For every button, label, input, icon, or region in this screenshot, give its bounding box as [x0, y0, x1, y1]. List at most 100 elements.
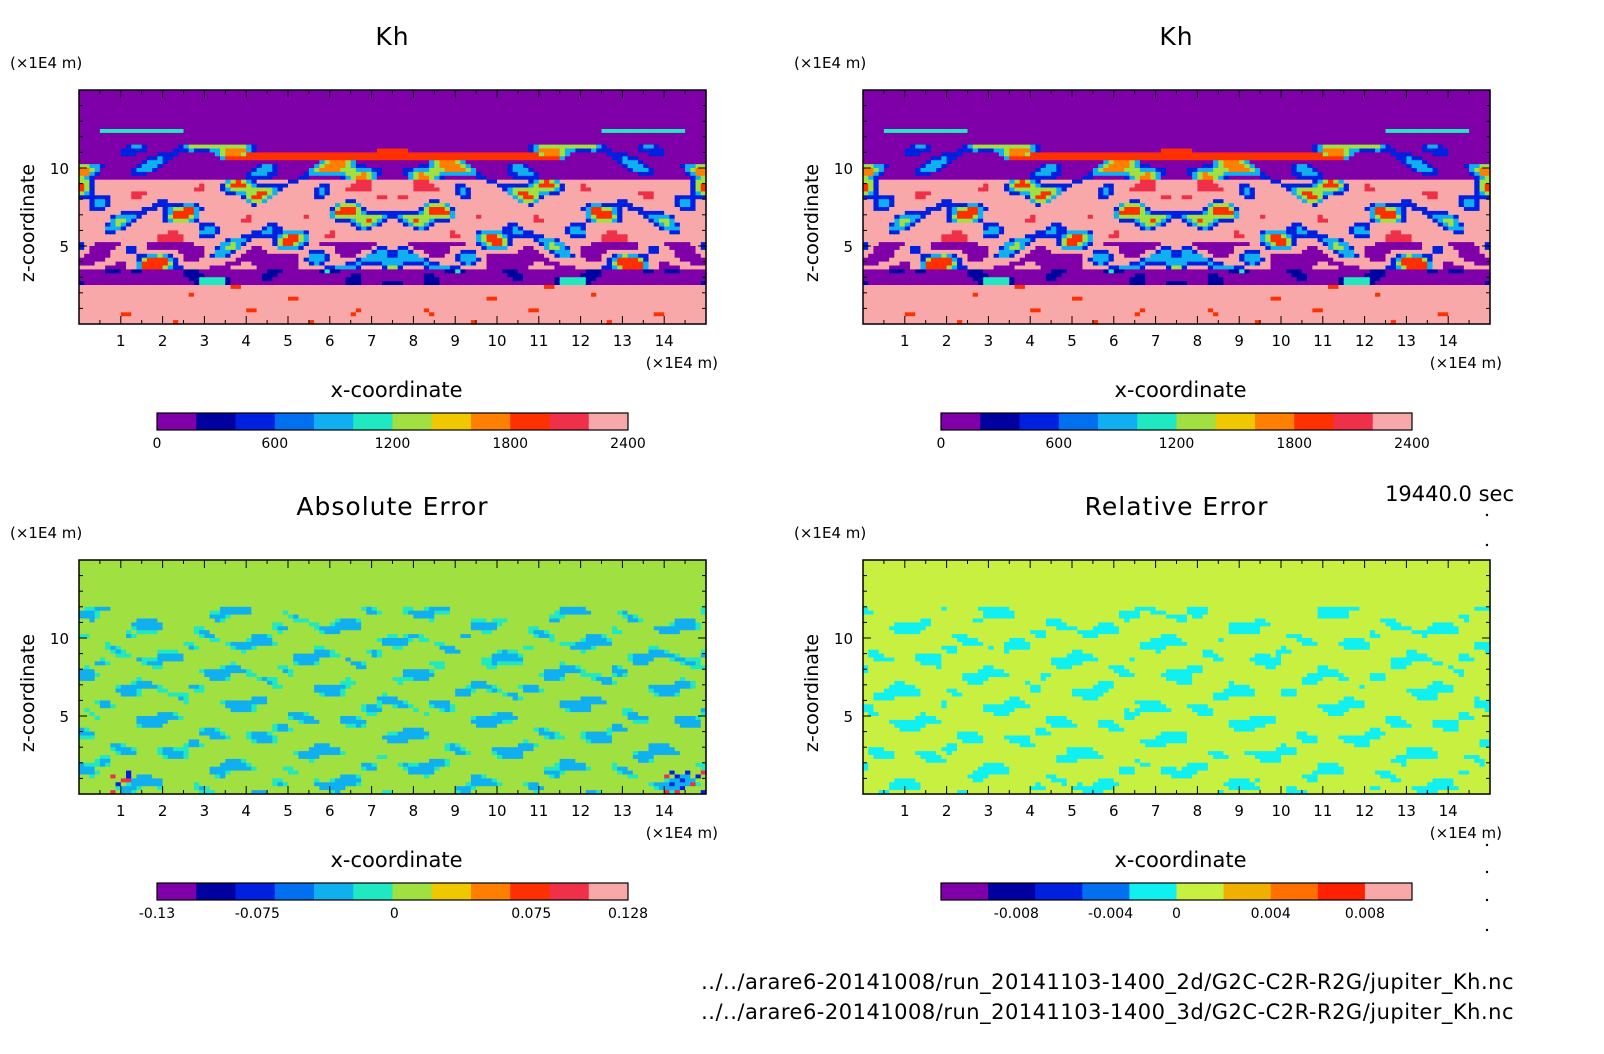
field-cell [209, 285, 216, 290]
field-cell [460, 265, 467, 270]
field-cell [366, 105, 373, 111]
field-cell [120, 238, 127, 243]
field-cell [126, 288, 132, 294]
field-cell [470, 136, 477, 142]
field-cell [204, 226, 211, 231]
field-cell [131, 203, 138, 208]
field-cell [246, 246, 253, 251]
field-cell [89, 191, 96, 196]
field-cell [209, 226, 216, 231]
field-cell [256, 199, 263, 204]
field-cell [131, 171, 138, 177]
field-cell [366, 281, 373, 286]
field-cell [413, 234, 420, 239]
field-cell [387, 93, 394, 99]
field-cell [115, 253, 122, 259]
field-cell [267, 113, 273, 118]
field-cell [267, 238, 273, 243]
field-cell [261, 285, 268, 290]
field-cell [460, 273, 467, 278]
field-cell [277, 265, 284, 270]
field-cell [402, 292, 409, 298]
field-cell [303, 308, 310, 313]
field-cell [131, 129, 138, 134]
field-cell [178, 242, 185, 247]
field-cell [272, 300, 279, 306]
field-cell [439, 129, 446, 134]
field-cell [413, 148, 420, 153]
field-cell [476, 203, 482, 208]
field-cell [173, 132, 179, 138]
field-cell [105, 175, 111, 181]
field-cell [199, 156, 205, 161]
field-cell [491, 210, 498, 216]
field-cell [272, 164, 279, 169]
field-cell [99, 230, 106, 235]
field-cell [173, 320, 179, 325]
field-cell [481, 210, 488, 216]
field-cell [402, 253, 409, 259]
field-cell [486, 288, 493, 294]
field-cell [282, 304, 289, 309]
field-cell [465, 148, 472, 153]
field-cell [94, 296, 101, 302]
field-cell [382, 136, 388, 142]
field-cell [361, 320, 367, 325]
field-cell [225, 214, 232, 220]
field-cell [225, 218, 232, 224]
field-cell [272, 132, 279, 138]
field-cell [105, 292, 111, 298]
field-cell [240, 269, 247, 274]
field-cell [418, 308, 425, 313]
field-cell [162, 230, 169, 235]
field-cell [418, 242, 425, 247]
field-cell [444, 265, 451, 270]
field-cell [79, 203, 85, 208]
field-cell [126, 210, 132, 216]
field-cell [183, 257, 190, 263]
field-cell [235, 93, 242, 99]
field-cell [115, 316, 122, 321]
field-cell [345, 125, 352, 130]
field-cell [136, 277, 143, 282]
field-cell [89, 90, 96, 95]
field-cell [366, 148, 373, 153]
field-cell [491, 125, 498, 130]
field-cell [288, 117, 294, 122]
field-cell [460, 164, 467, 169]
field-cell [120, 304, 127, 309]
field-cell [157, 136, 164, 142]
field-cell [481, 242, 488, 247]
field-cell [199, 125, 205, 130]
field-cell [188, 285, 195, 290]
field-cell [188, 308, 195, 313]
field-cell [157, 277, 164, 282]
field-cell [314, 152, 320, 157]
field-cell [183, 144, 190, 150]
field-cell [204, 300, 211, 306]
field-cell [131, 304, 138, 309]
field-cell [235, 183, 242, 189]
field-cell [470, 187, 477, 192]
field-cell [235, 285, 242, 290]
field-cell [193, 234, 200, 239]
field-cell [110, 121, 117, 126]
field-cell [387, 113, 394, 118]
field-cell [397, 285, 404, 290]
field-cell [314, 105, 320, 111]
field-cell [444, 316, 451, 321]
field-cell [429, 210, 435, 216]
field-cell [110, 308, 117, 313]
field-cell [110, 187, 117, 192]
field-cell [188, 304, 195, 309]
field-cell [397, 269, 404, 274]
field-cell [256, 316, 263, 321]
field-cell [256, 203, 263, 208]
field-cell [209, 249, 216, 255]
field-cell [199, 109, 205, 114]
field-cell [126, 117, 132, 122]
field-cell [79, 285, 85, 290]
field-cell [272, 152, 279, 157]
field-cell [507, 261, 514, 267]
field-cell [136, 261, 143, 267]
